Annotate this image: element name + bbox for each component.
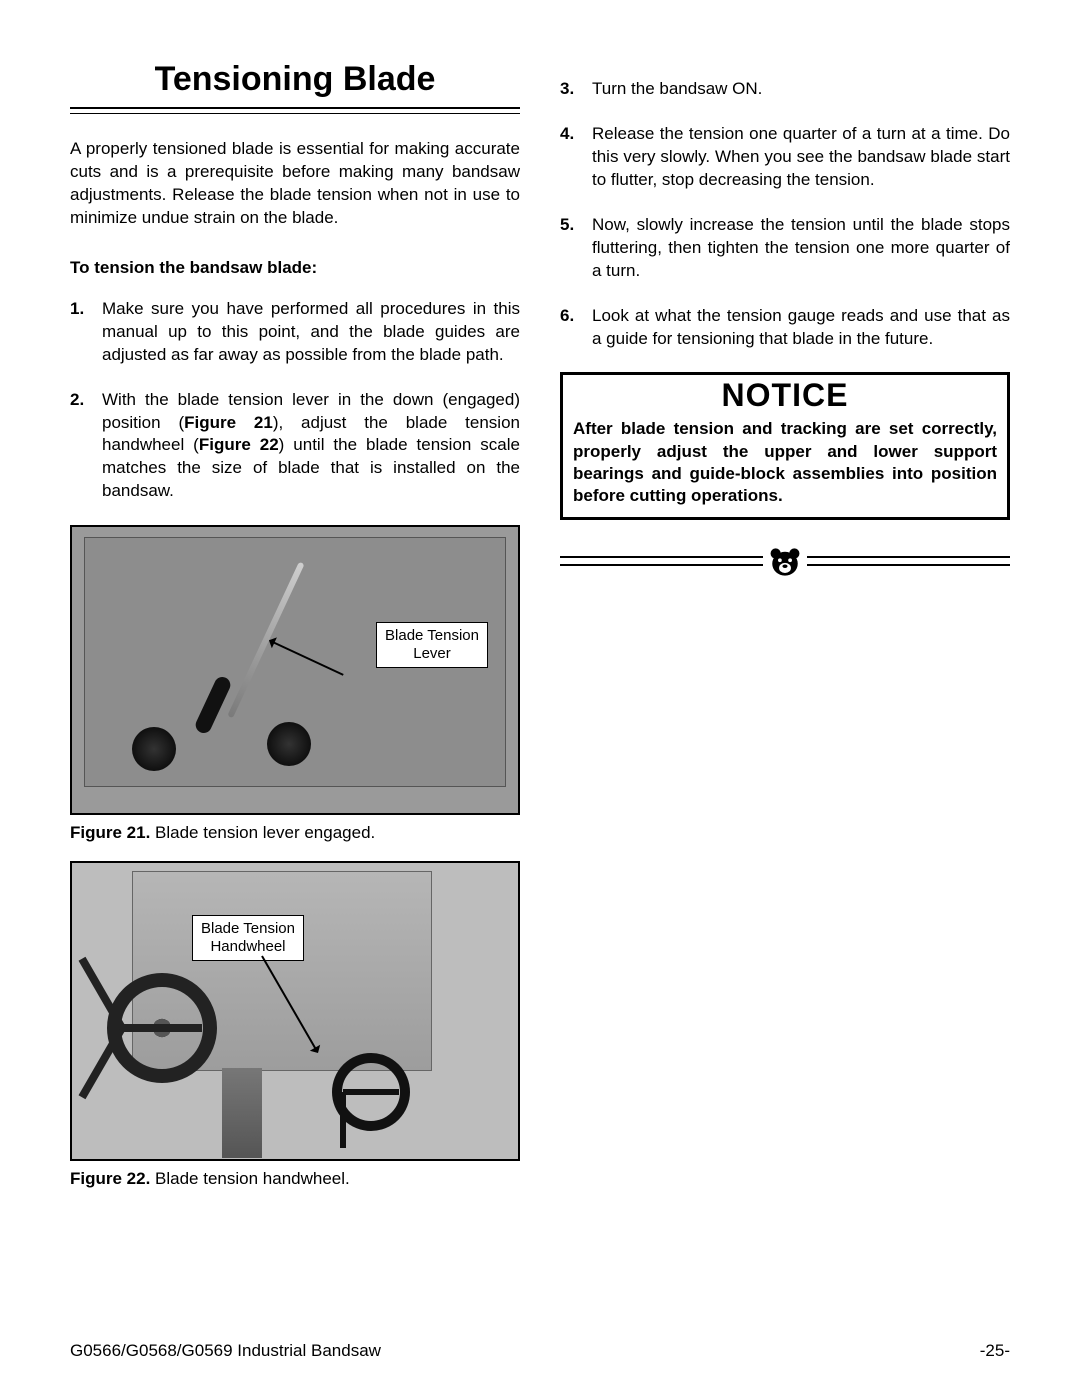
- caption-bold: Figure 22.: [70, 1169, 150, 1188]
- step-text: Make sure you have performed all procedu…: [102, 299, 520, 364]
- notice-body: After blade tension and tracking are set…: [573, 418, 997, 506]
- bear-icon: [763, 542, 807, 582]
- spoke: [343, 1089, 399, 1095]
- caption-text: Blade tension lever engaged.: [150, 823, 375, 842]
- footer-page-number: -25-: [980, 1341, 1010, 1361]
- step-number: 6.: [560, 305, 574, 328]
- caption-text: Blade tension handwheel.: [150, 1169, 349, 1188]
- step-3: 3. Turn the bandsaw ON.: [560, 78, 1010, 101]
- title-rule-thick: [70, 107, 520, 109]
- step-text: Turn the bandsaw ON.: [592, 79, 762, 98]
- footer-model: G0566/G0568/G0569 Industrial Bandsaw: [70, 1341, 381, 1361]
- figure-21: Blade Tension Lever: [70, 525, 520, 815]
- page-title: Tensioning Blade: [70, 60, 520, 99]
- section-divider: [560, 542, 1010, 582]
- steps-left: 1. Make sure you have performed all proc…: [70, 298, 520, 504]
- knob-right: [267, 722, 311, 766]
- figure-21-caption: Figure 21. Blade tension lever engaged.: [70, 823, 520, 843]
- figure-22-caption: Figure 22. Blade tension handwheel.: [70, 1169, 520, 1189]
- left-column: Tensioning Blade A properly tensioned bl…: [70, 60, 520, 1207]
- procedure-subhead: To tension the bandsaw blade:: [70, 258, 520, 278]
- intro-paragraph: A properly tensioned blade is essential …: [70, 138, 520, 230]
- spoke: [340, 1092, 346, 1148]
- figure-ref: Figure 21: [184, 413, 273, 432]
- spoke: [122, 1024, 202, 1032]
- callout-line1: Blade Tension: [385, 627, 479, 644]
- tension-handwheel: [332, 1053, 410, 1131]
- step-1: 1. Make sure you have performed all proc…: [70, 298, 520, 367]
- callout-line1: Blade Tension: [201, 920, 295, 937]
- callout-line2: Lever: [413, 645, 451, 662]
- callout-line2: Handwheel: [210, 938, 285, 955]
- step-5: 5. Now, slowly increase the tension unti…: [560, 214, 1010, 283]
- right-column: 3. Turn the bandsaw ON. 4. Release the t…: [560, 60, 1010, 1207]
- notice-title: NOTICE: [573, 375, 997, 418]
- figure-callout: Blade Tension Handwheel: [192, 915, 304, 961]
- notice-box: NOTICE After blade tension and tracking …: [560, 372, 1010, 519]
- caption-bold: Figure 21.: [70, 823, 150, 842]
- step-number: 5.: [560, 214, 574, 237]
- figure-22: Blade Tension Handwheel: [70, 861, 520, 1161]
- figure-callout: Blade Tension Lever: [376, 622, 488, 668]
- step-4: 4. Release the tension one quarter of a …: [560, 123, 1010, 192]
- upper-wheel: [107, 973, 217, 1083]
- bear-svg: [768, 545, 802, 579]
- step-6: 6. Look at what the tension gauge reads …: [560, 305, 1010, 351]
- page-footer: G0566/G0568/G0569 Industrial Bandsaw -25…: [70, 1341, 1010, 1361]
- title-rule-thin: [70, 113, 520, 114]
- manual-page: Tensioning Blade A properly tensioned bl…: [0, 0, 1080, 1247]
- knob-left: [132, 727, 176, 771]
- steps-right: 3. Turn the bandsaw ON. 4. Release the t…: [560, 78, 1010, 350]
- step-number: 1.: [70, 298, 84, 321]
- step-number: 2.: [70, 389, 84, 412]
- step-text: Release the tension one quarter of a tur…: [592, 124, 1010, 189]
- step-text: Now, slowly increase the tension until t…: [592, 215, 1010, 280]
- column-post: [222, 1068, 262, 1158]
- step-text: Look at what the tension gauge reads and…: [592, 306, 1010, 348]
- step-2: 2. With the blade tension lever in the d…: [70, 389, 520, 504]
- step-number: 3.: [560, 78, 574, 101]
- step-number: 4.: [560, 123, 574, 146]
- figure-ref: Figure 22: [199, 435, 279, 454]
